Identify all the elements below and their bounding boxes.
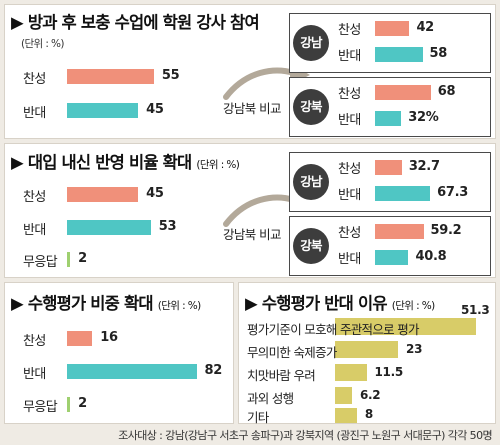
section-title: ▶ 대입 내신 반영 비율 확대 (단위 : %) [11,149,240,173]
category-label: 반대 [338,113,361,128]
bar-con [67,220,151,235]
value-label: 55 [161,68,180,83]
value-label: 6.2 [359,388,381,402]
survey-footnote: 조사대상 : 강남(강남구 서초구 송파구)과 강북지역 (광진구 노원구 서대… [118,429,492,442]
value-label: 23 [406,342,423,356]
category-label: 반대 [23,223,46,238]
bar-gangbuk-pro [375,224,424,239]
category-label: 찬성 [23,190,46,205]
bar-gangnam-con [375,47,423,62]
section-title: ▶ 방과 후 보충 수업에 학원 강사 참여 [11,13,260,32]
unit-label: (단위 : %) [391,300,436,312]
value-label: 58 [429,46,448,61]
unit-label: (단위 : %) [196,159,240,171]
category-label: 반대 [338,252,361,267]
bar-gangnam-con [375,186,431,201]
category-label: 반대 [338,188,361,203]
value-label: 11.5 [374,365,404,379]
value-label: 45 [146,186,164,201]
bar-gangnam-pro [375,160,402,175]
bar-reason [335,341,399,358]
value-label: 67.3 [437,185,469,200]
value-label: 51.3 [461,303,490,317]
category-label: 찬성 [23,72,46,87]
value-label: 40.8 [415,249,447,264]
category-label: 치맛바람 우려 [247,368,316,383]
value-label: 2 [78,396,87,411]
value-label: 16 [100,330,118,345]
gangnam-circle: 강남 [293,25,329,61]
bar-pro [67,187,139,202]
bar-none [67,397,71,412]
section-title-text: ▶ 대입 내신 반영 비율 확대 [11,153,192,172]
unit-label: (단위 : %) [21,38,65,50]
category-label: 찬성 [338,226,361,241]
bar-none [67,252,71,267]
unit-label: (단위 : %) [157,300,202,312]
category-label: 과외 성행 [247,391,294,406]
bar-reason [335,364,367,381]
value-label: 42 [416,20,434,35]
category-label: 반대 [23,106,46,121]
category-label: 기타 [247,410,269,425]
panel-performance-eval: ▶ 수행평가 비중 확대 (단위 : %) 찬성 16 반대 82 무응답 2 [4,282,234,424]
value-label: 82 [204,363,223,378]
bar-pro [67,331,93,346]
category-label: 찬성 [338,87,361,102]
gangbuk-circle: 강북 [293,228,329,264]
bar-gangbuk-con [375,111,402,126]
value-label: 32.7 [408,159,440,174]
value-label: 32% [408,110,439,125]
category-label: 찬성 [338,23,361,38]
section-title-text: ▶ 수행평가 비중 확대 [11,294,154,313]
category-label: 찬성 [23,334,46,349]
category-label: 반대 [23,367,46,382]
gangbuk-circle: 강북 [293,89,329,125]
category-label: 무응답 [23,255,58,270]
value-label: 59.2 [430,223,462,238]
bar-gangbuk-pro [375,85,431,100]
value-label: 45 [146,102,164,117]
bar-gangnam-pro [375,21,410,36]
panel-academy-instructor: ▶ 방과 후 보충 수업에 학원 강사 참여 (단위 : %) 찬성 55 반대… [4,4,496,139]
category-label: 평가기준이 모호해 주관적으로 평가 [247,322,420,337]
value-label: 2 [78,251,87,266]
bar-reason [335,387,352,404]
bar-gangbuk-con [375,250,409,265]
compare-label: 강남북 비교 [223,227,281,242]
bar-con [67,103,139,118]
category-label: 무응답 [23,400,58,415]
gangnam-circle: 강남 [293,164,329,200]
compare-label: 강남북 비교 [223,101,281,116]
category-label: 찬성 [338,162,361,177]
panel-opposition-reasons: ▶ 수행평가 반대 이유 (단위 : %) 평가기준이 모호해 주관적으로 평가… [238,282,496,425]
bar-pro [67,69,154,84]
section-title: ▶ 수행평가 비중 확대 (단위 : %) [11,290,201,314]
category-label: 반대 [338,49,361,64]
value-label: 53 [158,219,177,234]
section-title-text: ▶ 수행평가 반대 이유 [245,294,388,313]
bar-reason [335,408,357,423]
panel-school-record: ▶ 대입 내신 반영 비율 확대 (단위 : %) 찬성 45 반대 53 무응… [4,143,496,278]
bar-con [67,364,197,379]
value-label: 8 [364,407,373,421]
bar-reason [335,318,476,335]
section-title: ▶ 수행평가 반대 이유 (단위 : %) [245,290,435,314]
category-label: 무의미한 숙제증가 [247,345,337,360]
value-label: 68 [437,84,456,99]
